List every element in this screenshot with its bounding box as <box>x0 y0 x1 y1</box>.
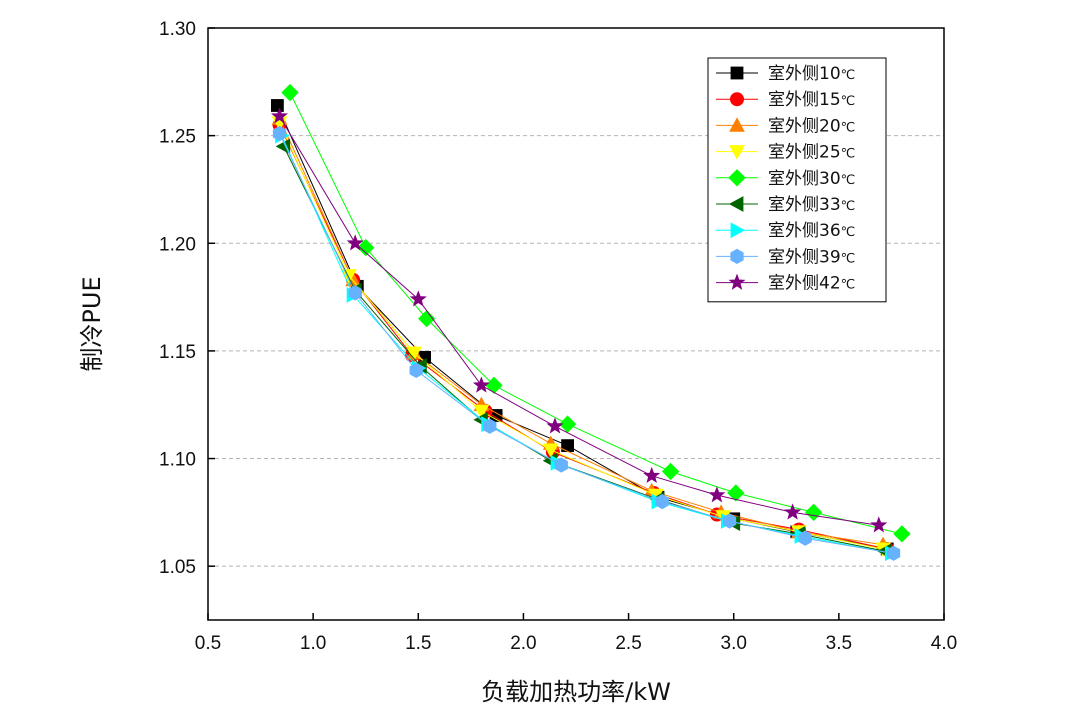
data-point <box>870 516 888 533</box>
legend-label: 室外侧20℃ <box>768 116 855 136</box>
data-point <box>727 484 745 502</box>
legend-unit: ℃ <box>841 94 856 109</box>
data-point <box>418 309 436 328</box>
data-point <box>554 457 568 473</box>
legend-series-name: 室外侧42 <box>768 274 841 294</box>
legend-unit: ℃ <box>841 68 856 83</box>
legend-unit: ℃ <box>841 173 856 188</box>
y-axis-title: 制冷PUE <box>78 276 106 371</box>
legend: 室外侧10℃室外侧15℃室外侧20℃室外侧25℃室外侧30℃室外侧33℃室外侧3… <box>707 57 887 303</box>
data-point <box>271 107 288 124</box>
data-point <box>472 376 490 393</box>
x-tick-label: 2.0 <box>510 633 536 654</box>
data-point <box>893 525 911 543</box>
legend-label: 室外侧36℃ <box>768 221 855 241</box>
legend-unit: ℃ <box>841 147 856 162</box>
legend-marker <box>728 273 746 290</box>
data-point <box>483 418 497 434</box>
series-layer <box>270 83 911 562</box>
legend-label: 室外侧33℃ <box>768 195 855 215</box>
legend-marker <box>729 145 745 160</box>
data-point <box>272 125 287 142</box>
series-9 <box>271 107 888 533</box>
data-point <box>542 443 559 458</box>
data-point <box>804 503 823 522</box>
data-point <box>357 238 375 257</box>
legend-item: 室外侧20℃ <box>716 116 855 136</box>
data-point <box>886 545 901 561</box>
legend-series-name: 室外侧10 <box>768 64 841 84</box>
y-tick-label: 1.10 <box>159 450 196 471</box>
x-tick-label: 3.5 <box>826 633 852 654</box>
legend-marker <box>729 117 745 132</box>
legend-marker <box>730 248 744 265</box>
data-point <box>798 530 812 546</box>
legend-item: 室外侧42℃ <box>716 274 855 294</box>
legend-series-name: 室外侧39 <box>768 247 841 267</box>
legend-item: 室外侧15℃ <box>716 90 855 110</box>
legend-marker <box>730 92 745 107</box>
y-tick-label: 1.20 <box>159 234 196 255</box>
x-tick-label: 4.0 <box>931 633 957 654</box>
legend-item: 室外侧30℃ <box>716 169 855 189</box>
data-point <box>348 285 362 301</box>
data-point <box>643 466 661 483</box>
legend-label: 室外侧30℃ <box>768 169 855 189</box>
legend-label: 室外侧39℃ <box>768 247 855 267</box>
legend-unit: ℃ <box>841 251 856 266</box>
legend-item: 室外侧33℃ <box>716 195 855 215</box>
legend-series-name: 室外侧15 <box>768 90 841 110</box>
legend-unit: ℃ <box>841 120 856 135</box>
legend-series-name: 室外侧20 <box>768 116 841 136</box>
legend-series-name: 室外侧36 <box>768 221 841 241</box>
x-tick-label: 1.5 <box>405 633 431 654</box>
legend-marker <box>730 66 744 80</box>
data-point <box>784 503 802 520</box>
legend-label: 室外侧15℃ <box>768 90 855 110</box>
legend-marker <box>728 196 744 212</box>
legend-item: 室外侧39℃ <box>716 247 855 267</box>
data-point <box>346 234 364 251</box>
axis-ticks: 1.05 1.10 1.15 1.20 1.25 1.30 0.5 1.0 1.5 2.0 2.5 3… <box>159 19 957 654</box>
data-point <box>655 493 669 510</box>
data-point <box>661 462 680 481</box>
data-point <box>275 138 291 155</box>
data-point <box>708 486 726 503</box>
data-point <box>281 83 299 102</box>
legend-series-name: 室外侧30 <box>768 169 841 189</box>
data-point <box>473 404 490 420</box>
legend-label: 室外侧10℃ <box>768 64 855 84</box>
legend-item: 室外侧10℃ <box>716 64 855 84</box>
y-tick-label: 1.15 <box>159 342 196 363</box>
legend-unit: ℃ <box>841 199 856 214</box>
legend-unit: ℃ <box>841 225 856 240</box>
x-tick-label: 3.0 <box>721 633 747 654</box>
legend-label: 室外侧42℃ <box>768 274 855 294</box>
data-point <box>409 362 423 378</box>
x-axis-title: 负载加热功率/kW <box>481 678 671 706</box>
grid-lines <box>208 135 944 567</box>
data-point <box>546 417 564 434</box>
legend-marker <box>730 222 746 239</box>
series-8 <box>272 125 901 561</box>
data-point <box>409 290 427 307</box>
y-tick-label: 1.05 <box>159 557 196 578</box>
plot-frame <box>207 27 945 621</box>
legend-label: 室外侧25℃ <box>768 143 855 163</box>
data-point <box>270 99 284 112</box>
legend-item: 室外侧36℃ <box>716 221 855 241</box>
legend-marker <box>728 169 746 187</box>
data-point <box>406 346 422 362</box>
legend-item: 室外侧25℃ <box>716 143 855 163</box>
y-tick-label: 1.30 <box>159 19 196 40</box>
legend-series-name: 室外侧33 <box>768 195 841 215</box>
y-tick-label: 1.25 <box>159 127 196 148</box>
x-tick-label: 1.0 <box>300 633 326 654</box>
x-tick-label: 2.5 <box>615 633 641 654</box>
legend-unit: ℃ <box>841 278 856 293</box>
legend-series-name: 室外侧25 <box>768 143 841 163</box>
x-tick-label: 0.5 <box>195 633 221 654</box>
data-point <box>722 513 737 529</box>
